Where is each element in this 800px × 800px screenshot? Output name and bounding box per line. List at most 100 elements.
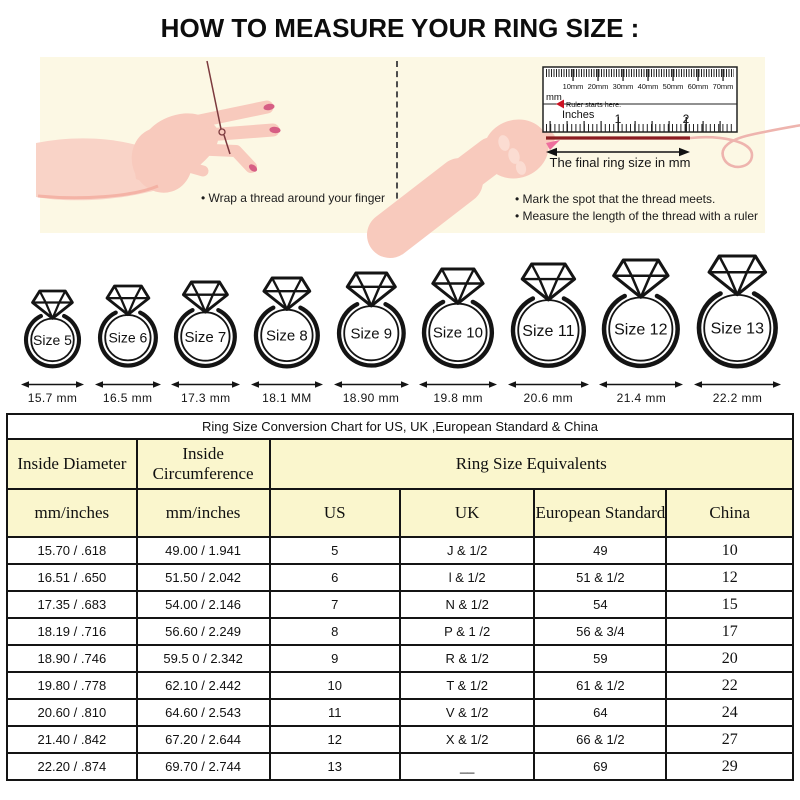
table-cell: 15	[665, 590, 794, 619]
table-cell: 11	[268, 698, 401, 727]
table-cell: 56.60 / 2.249	[135, 617, 271, 646]
table-cell: 22.20 / .874	[6, 752, 138, 781]
ring-icon: Size 11	[510, 262, 586, 368]
ring-mm-label: 17.3 mm	[181, 391, 231, 405]
ring-size-label: Size 5	[33, 332, 72, 348]
table-cell: 27	[665, 725, 794, 754]
table-cell: 24	[665, 698, 794, 727]
table-cell: 18.19 / .716	[6, 617, 138, 646]
final-size-label: The final ring size in mm	[549, 155, 691, 170]
table-cell: T & 1/2	[398, 671, 536, 700]
table-row: 17.35 / .683 54.00 / 2.146 7 N & 1/2 54 15	[6, 590, 794, 619]
svg-text:10mm: 10mm	[563, 82, 584, 91]
table-cell: 5	[268, 536, 401, 565]
ring-icon: Size 7	[174, 280, 238, 368]
svg-text:mm: mm	[546, 92, 562, 103]
table-cell: 59	[533, 644, 668, 673]
ring-size-diagrams: Size 5 15.7 mm Size 6 16.5 mm	[20, 243, 782, 405]
table-cell: 19.80 / .778	[6, 671, 138, 700]
table-cell: 54	[533, 590, 668, 619]
ring-width-arrow	[419, 381, 498, 388]
table-cell: N & 1/2	[398, 590, 536, 619]
svg-text:70mm: 70mm	[713, 82, 734, 91]
panel-divider	[396, 61, 398, 229]
ring-diagram: Size 11 20.6 mm	[507, 262, 590, 405]
ring-diagram: Size 10 19.8 mm	[418, 267, 498, 405]
table-body: 15.70 / .618 49.00 / 1.941 5 J & 1/2 49 10 16.…	[6, 536, 794, 781]
header-inside-diameter: Inside Diameter	[6, 438, 138, 490]
table-cell: 10	[268, 671, 401, 700]
table-cell: 54.00 / 2.146	[135, 590, 271, 619]
ring-size-label: Size 9	[350, 326, 392, 343]
table-cell: 69.70 / 2.744	[135, 752, 271, 781]
table-cell: 6	[268, 563, 401, 592]
table-cell: 15.70 / .618	[6, 536, 138, 565]
table-row: 18.19 / .716 56.60 / 2.249 8 P & 1 /2 56 & 3…	[6, 617, 794, 646]
svg-text:Inches: Inches	[562, 109, 595, 121]
table-cell: 51 & 1/2	[533, 563, 668, 592]
measure-captions: • Mark the spot that the thread meets. •…	[515, 192, 758, 226]
ring-size-label: Size 11	[522, 323, 574, 340]
table-cell: 22	[665, 671, 794, 700]
svg-text:40mm: 40mm	[638, 82, 659, 91]
ruler-graphic: 10mm 20mm 30mm 40mm 50mm 60mm 70mm mm Ru…	[542, 66, 738, 133]
header-inside-circumference: Inside Circumference	[135, 438, 271, 490]
table-cell: 49	[533, 536, 668, 565]
table-cell: 10	[665, 536, 794, 565]
subheader-european-standard: European Standard	[533, 488, 668, 538]
panel-measure-thread: 10mm 20mm 30mm 40mm 50mm 60mm 70mm mm Ru…	[367, 57, 800, 258]
svg-text:60mm: 60mm	[688, 82, 709, 91]
ring-icon: Size 10	[421, 267, 495, 369]
ring-width-arrow	[21, 381, 84, 388]
table-cell: 49.00 / 1.941	[135, 536, 271, 565]
table-cell: 20	[665, 644, 794, 673]
ring-icon: Size 12	[602, 258, 681, 369]
table-cell: 64.60 / 2.543	[135, 698, 271, 727]
ring-diagram: Size 6 16.5 mm	[94, 284, 162, 405]
table-cell: 12	[665, 563, 794, 592]
ring-mm-label: 16.5 mm	[102, 391, 153, 405]
table-cell: 59.5 0 / 2.342	[135, 644, 271, 673]
final-size-arrow	[546, 147, 690, 157]
table-cell: R & 1/2	[398, 644, 536, 673]
caption-wrap-thread: • Wrap a thread around your finger	[200, 191, 386, 205]
ring-diagram: Size 8 18.1 MM	[250, 276, 324, 405]
caption-measure-length: • Measure the length of the thread with …	[515, 209, 759, 223]
table-cell: X & 1/2	[398, 725, 536, 754]
ring-diagram: Size 9 18.90 mm	[333, 271, 410, 405]
table-cell: 8	[268, 617, 401, 646]
table-cell: 13	[268, 752, 401, 781]
table-row: 20.60 / .810 64.60 / 2.543 11 V & 1/2 64 24	[6, 698, 794, 727]
table-row: 21.40 / .842 67.20 / 2.644 12 X & 1/2 66 & 1…	[6, 725, 794, 754]
hand-with-thread-illustration	[36, 60, 281, 201]
svg-text:20mm: 20mm	[588, 82, 609, 91]
table-cell: J & 1/2	[398, 536, 536, 565]
table-cell: 62.10 / 2.442	[135, 671, 271, 700]
table-cell: 18.90 / .746	[6, 644, 138, 673]
ring-icon: Size 8	[253, 276, 320, 369]
table-row: 18.90 / .746 59.5 0 / 2.342 9 R & 1/2 59 20	[6, 644, 794, 673]
table-cell: 9	[268, 644, 401, 673]
subheader-circumference-units: mm/inches	[135, 488, 271, 538]
instruction-panels: • Wrap a thread around your finger	[36, 57, 800, 258]
svg-text:30mm: 30mm	[613, 82, 634, 91]
subheader-diameter-units: mm/inches	[6, 488, 138, 538]
table-cell: 66 & 1/2	[533, 725, 668, 754]
ring-diagram: Size 5 15.7 mm	[20, 289, 85, 405]
table-cell: __	[398, 752, 536, 781]
header-ring-size-equivalents: Ring Size Equivalents	[268, 438, 795, 490]
ring-width-arrow	[171, 381, 241, 388]
table-cell: 17.35 / .683	[6, 590, 138, 619]
table-cell: 12	[268, 725, 401, 754]
table-cell: 17	[665, 617, 794, 646]
ring-diagram: Size 12 21.4 mm	[598, 258, 684, 405]
caption-mark-spot: • Mark the spot that the thread meets.	[515, 192, 716, 206]
ring-mm-label: 18.90 mm	[342, 391, 400, 405]
table-title: Ring Size Conversion Chart for US, UK ,E…	[6, 413, 794, 440]
ring-icon: Size 13	[696, 254, 778, 369]
ring-icon: Size 9	[336, 271, 406, 368]
ring-width-arrow	[694, 381, 781, 388]
ruler-start-arrow-icon	[556, 99, 564, 109]
ring-width-arrow	[333, 381, 409, 388]
